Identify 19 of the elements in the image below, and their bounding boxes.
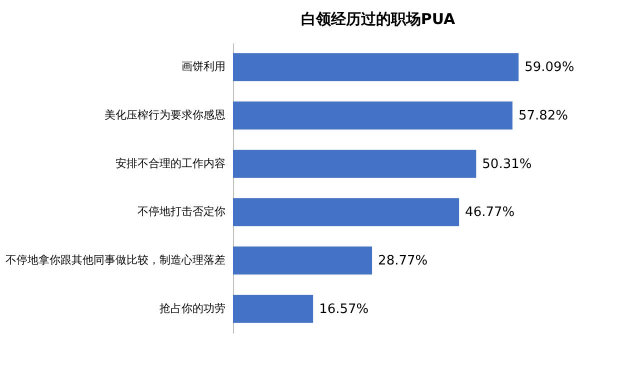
y-tick-label: 美化压榨行为要求你感恩 bbox=[104, 108, 226, 122]
bar bbox=[233, 102, 512, 130]
data-label: 59.09% bbox=[524, 60, 574, 76]
y-tick-label: 抢占你的功劳 bbox=[160, 302, 226, 315]
bar bbox=[233, 246, 372, 274]
data-label: 50.31% bbox=[482, 156, 532, 172]
bar bbox=[233, 294, 314, 323]
bar bbox=[233, 150, 476, 178]
y-tick-label: 安排不合理的工作内容 bbox=[116, 156, 226, 170]
data-label: 46.77% bbox=[465, 205, 515, 220]
y-tick-label: 不停地打击否定你 bbox=[138, 205, 226, 218]
data-label: 28.77% bbox=[378, 254, 428, 268]
chart-title: 白领经历过的职场PUA bbox=[300, 10, 456, 28]
data-label: 16.57% bbox=[319, 302, 369, 317]
bar bbox=[233, 53, 519, 82]
y-tick-label: 画饼利用 bbox=[182, 60, 226, 74]
y-tick-label: 不停地拿你跟其他同事做比较，制造心理落差 bbox=[6, 254, 226, 266]
data-label: 57.82% bbox=[518, 108, 568, 124]
bar bbox=[233, 198, 460, 226]
